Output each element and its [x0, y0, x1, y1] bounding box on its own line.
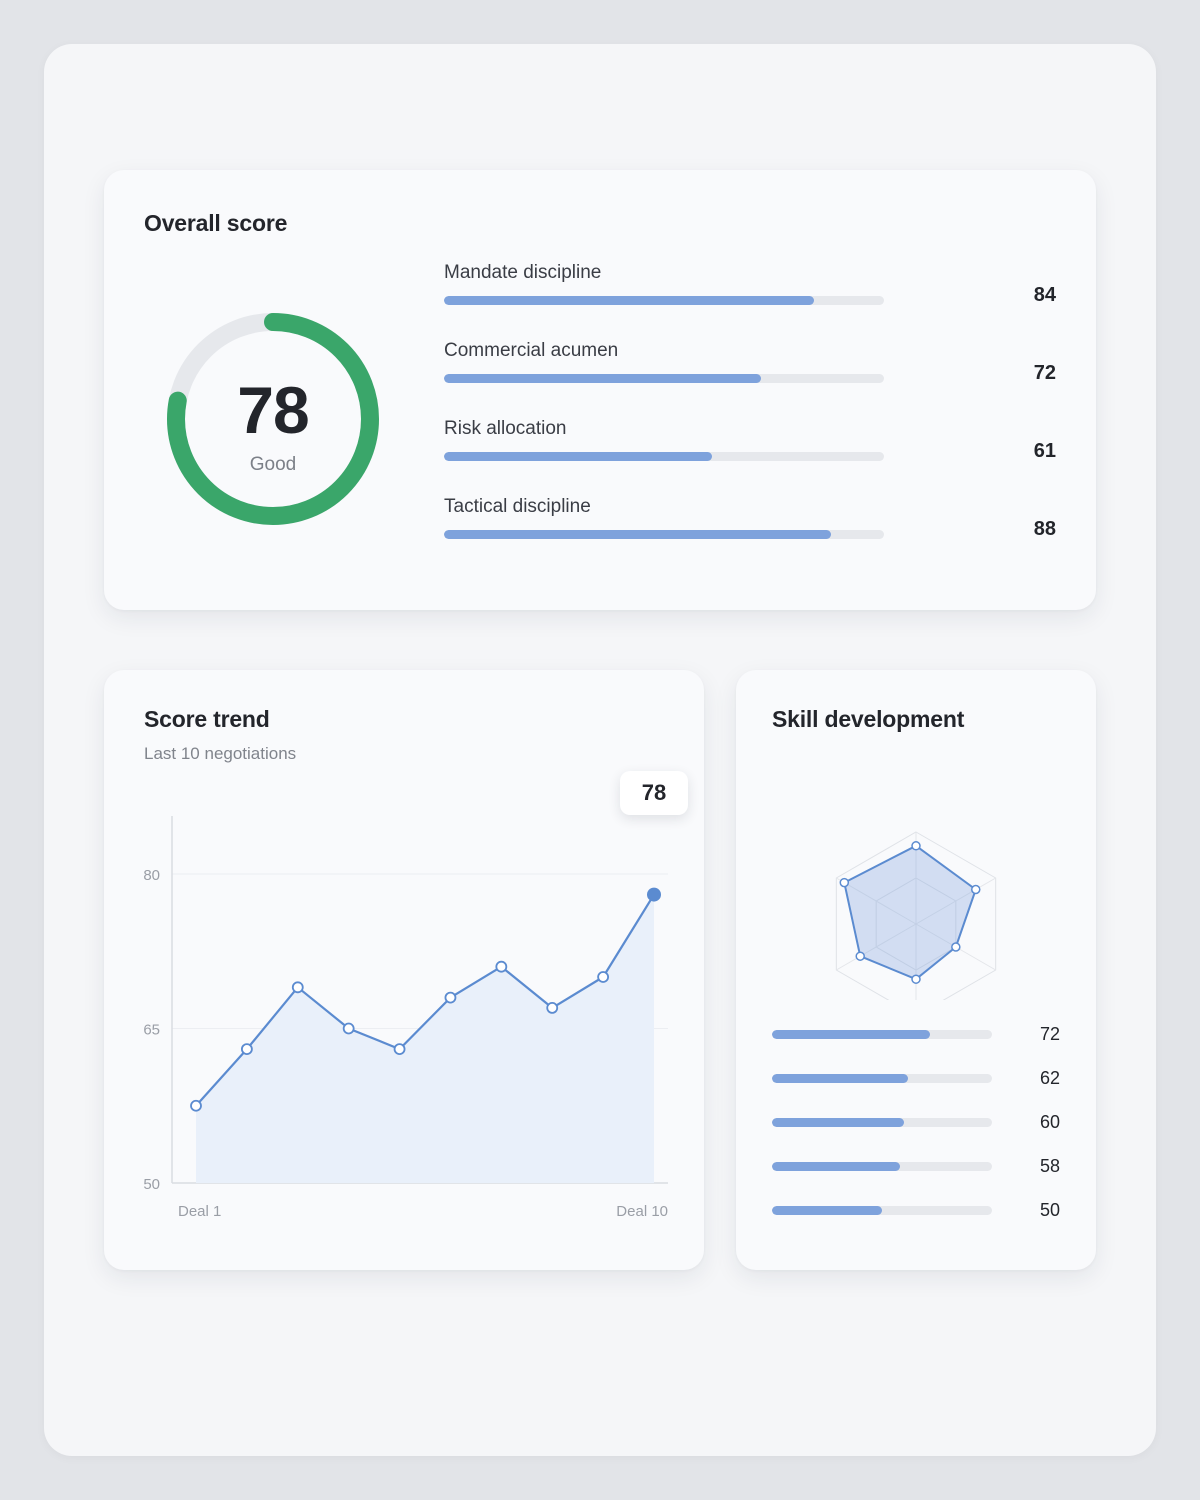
metric-bar-fill	[444, 296, 814, 305]
score-trend-subtitle: Last 10 negotiations	[144, 744, 297, 763]
skill-bar-fill	[772, 1118, 904, 1127]
radar-spoke	[836, 877, 917, 925]
metric-bar-mandate	[444, 296, 884, 305]
metric-bar-tactical	[444, 530, 884, 539]
overall-score-rating: Good	[249, 454, 297, 475]
score-gauge	[167, 313, 379, 525]
radar-spoke	[915, 877, 996, 925]
metric-label-commercial: Commercial acumen	[444, 340, 619, 361]
x-tick-label: Deal 1	[178, 1203, 221, 1220]
skill-development-card: Skill development 72 62 60 58 50	[736, 670, 1096, 1270]
overall-score-title: Overall score	[144, 210, 288, 236]
metric-bar-fill	[444, 374, 761, 383]
skill-value: 58	[1039, 1156, 1060, 1176]
skill-value: 50	[1039, 1200, 1060, 1220]
skill-value: 72	[1039, 1024, 1060, 1044]
radar-point	[951, 942, 961, 952]
trend-point	[291, 981, 304, 994]
skill-bar-fill	[772, 1030, 931, 1039]
skill-value: 60	[1039, 1112, 1060, 1132]
radar-point	[855, 951, 865, 961]
metric-bar-commercial	[444, 374, 884, 383]
metric-value-mandate: 84	[1033, 284, 1056, 306]
skill-bar	[772, 1074, 992, 1083]
trend-point	[393, 1043, 406, 1056]
radar-point	[911, 841, 921, 851]
score-trend-card: 80 65 50 Deal 1 Deal 10 Score trend Last 10 …	[104, 670, 704, 1270]
skill-bar	[772, 1030, 992, 1039]
trend-point	[495, 960, 508, 973]
radar-point	[911, 974, 921, 984]
radar-point	[971, 884, 981, 895]
metric-value-tactical: 88	[1033, 518, 1056, 540]
x-tick-label: Deal 10	[616, 1203, 668, 1220]
overall-score-card: Overall score 78 Good Mandate discipline…	[104, 170, 1096, 610]
metric-label-risk: Risk allocation	[444, 418, 567, 439]
radar-shape	[843, 844, 977, 981]
skill-bar	[772, 1118, 992, 1127]
skill-value: 62	[1039, 1068, 1060, 1088]
trend-point	[597, 971, 610, 983]
skill-bar-fill	[772, 1206, 882, 1215]
skill-radar-chart	[835, 831, 997, 1000]
trend-point-latest	[647, 887, 661, 902]
dashboard-frame: Overall score 78 Good Mandate discipline…	[44, 44, 1156, 1456]
score-trend-title: Score trend	[144, 706, 270, 732]
skill-bar	[772, 1162, 992, 1171]
metric-label-tactical: Tactical discipline	[444, 496, 591, 517]
metric-label-mandate: Mandate discipline	[444, 262, 602, 283]
metric-value-commercial: 72	[1033, 362, 1056, 384]
trend-line	[195, 894, 655, 1107]
trend-point	[342, 1022, 355, 1035]
metric-bar-risk	[444, 452, 884, 461]
trend-point	[444, 991, 457, 1004]
y-tick-label: 65	[143, 1022, 160, 1039]
radar-spoke	[836, 923, 917, 971]
y-tick-label: 50	[143, 1176, 160, 1193]
overall-score-value: 78	[237, 373, 309, 447]
skill-development-title: Skill development	[772, 706, 965, 732]
metric-value-risk: 61	[1033, 440, 1056, 462]
trend-area	[196, 894, 654, 1183]
trend-point	[546, 1001, 559, 1014]
skill-bar	[772, 1206, 992, 1215]
skill-bar-fill	[772, 1074, 909, 1083]
score-trend-chart: 80 65 50 Deal 1 Deal 10	[143, 816, 668, 1220]
trend-point	[240, 1043, 253, 1056]
y-tick-label: 80	[143, 867, 160, 884]
latest-score-tooltip: 78	[620, 771, 688, 815]
gauge-arc	[167, 313, 379, 525]
metric-bar-fill	[444, 452, 713, 461]
radar-point	[839, 877, 850, 888]
trend-point	[190, 1099, 202, 1112]
metric-bar-fill	[444, 530, 832, 539]
skill-bar-fill	[772, 1162, 900, 1171]
